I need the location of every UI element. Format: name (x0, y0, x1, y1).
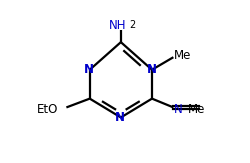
Text: Me: Me (187, 103, 204, 116)
Text: —: — (181, 103, 192, 116)
Text: 2: 2 (129, 20, 135, 30)
Text: N: N (146, 63, 156, 76)
Text: Me: Me (174, 49, 191, 62)
Text: N: N (173, 103, 182, 116)
Text: N: N (84, 63, 94, 76)
Text: N: N (114, 111, 124, 124)
Text: NH: NH (109, 19, 126, 32)
Text: EtO: EtO (37, 103, 58, 116)
